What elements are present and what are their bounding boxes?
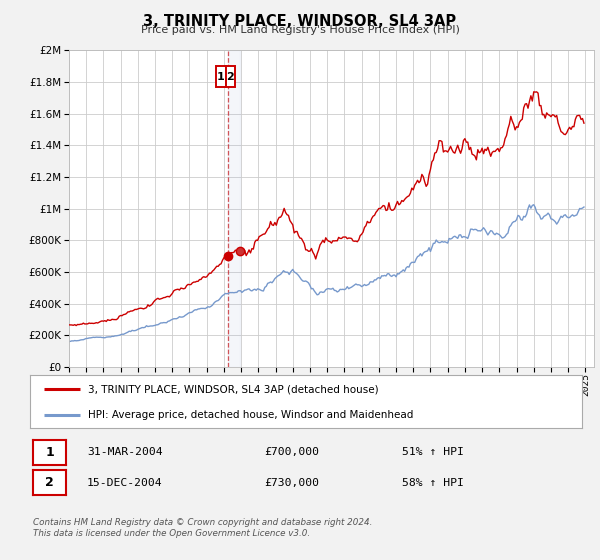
FancyBboxPatch shape bbox=[216, 66, 226, 87]
Text: 51% ↑ HPI: 51% ↑ HPI bbox=[402, 447, 464, 458]
Text: 58% ↑ HPI: 58% ↑ HPI bbox=[402, 478, 464, 488]
Text: 2: 2 bbox=[45, 476, 54, 489]
Text: 3, TRINITY PLACE, WINDSOR, SL4 3AP (detached house): 3, TRINITY PLACE, WINDSOR, SL4 3AP (deta… bbox=[88, 384, 379, 394]
Text: £700,000: £700,000 bbox=[264, 447, 319, 458]
Text: 1: 1 bbox=[45, 446, 54, 459]
Text: 1: 1 bbox=[217, 72, 225, 82]
Text: This data is licensed under the Open Government Licence v3.0.: This data is licensed under the Open Gov… bbox=[33, 529, 310, 538]
Text: Price paid vs. HM Land Registry's House Price Index (HPI): Price paid vs. HM Land Registry's House … bbox=[140, 25, 460, 35]
FancyBboxPatch shape bbox=[226, 66, 235, 87]
Text: Contains HM Land Registry data © Crown copyright and database right 2024.: Contains HM Land Registry data © Crown c… bbox=[33, 518, 373, 527]
Text: 31-MAR-2004: 31-MAR-2004 bbox=[87, 447, 163, 458]
Bar bbox=[228, 50, 241, 367]
Text: £730,000: £730,000 bbox=[264, 478, 319, 488]
Text: 3, TRINITY PLACE, WINDSOR, SL4 3AP: 3, TRINITY PLACE, WINDSOR, SL4 3AP bbox=[143, 14, 457, 29]
Text: 15-DEC-2004: 15-DEC-2004 bbox=[87, 478, 163, 488]
Text: 2: 2 bbox=[226, 72, 234, 82]
Text: HPI: Average price, detached house, Windsor and Maidenhead: HPI: Average price, detached house, Wind… bbox=[88, 409, 413, 419]
